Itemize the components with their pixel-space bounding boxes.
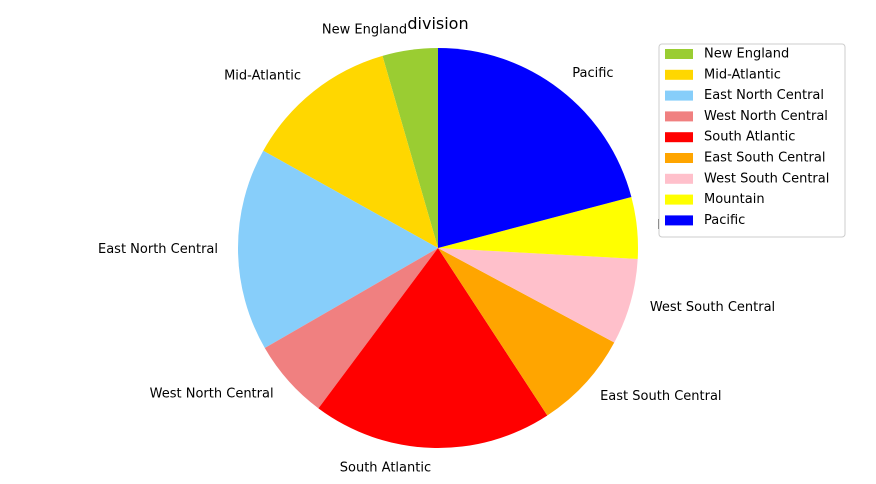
- legend-swatch-new-england: [665, 49, 693, 59]
- chart-title: division: [407, 14, 468, 33]
- slice-label-mid-atlantic: Mid-Atlantic: [224, 68, 301, 83]
- legend-label-mid-atlantic: Mid-Atlantic: [704, 67, 781, 82]
- legend-label-east-south-central: East South Central: [704, 151, 825, 166]
- pie-slice-pacific: [438, 47, 632, 249]
- pie-slices: [237, 47, 639, 448]
- pie-slice-east-north-central: [237, 150, 438, 348]
- legend-swatch-west-south-central: [665, 173, 693, 184]
- slice-label-south-atlantic: South Atlantic: [340, 460, 431, 475]
- legend-swatch-mountain: [665, 194, 693, 205]
- legend-swatch-south-atlantic: [665, 132, 693, 143]
- legend-swatch-east-south-central: [665, 153, 693, 163]
- legend-label-south-atlantic: South Atlantic: [704, 130, 795, 145]
- legend-label-mountain: Mountain: [704, 192, 765, 207]
- slice-label-west-north-central: West North Central: [150, 387, 274, 402]
- pie-slice-west-north-central: [264, 248, 438, 409]
- legend-swatch-east-north-central: [665, 90, 693, 101]
- legend-label-pacific: Pacific: [704, 213, 745, 228]
- slice-label-new-england: New England: [322, 23, 407, 38]
- slice-label-pacific: Pacific: [572, 66, 613, 81]
- pie-slice-east-south-central: [438, 248, 615, 416]
- pie-slice-new-england: [382, 48, 438, 248]
- slice-label-east-south-central: East South Central: [600, 389, 721, 404]
- legend-swatch-pacific: [665, 215, 693, 226]
- legend-swatch-mid-atlantic: [665, 69, 693, 80]
- legend-frame: [658, 43, 846, 238]
- pie-slice-mountain: [438, 196, 639, 259]
- legend-label-west-south-central: West South Central: [704, 171, 829, 186]
- pie-slice-mid-atlantic: [263, 55, 438, 248]
- pie-slice-south-atlantic: [318, 248, 548, 448]
- slice-label-west-south-central: West South Central: [650, 300, 775, 315]
- legend-label-west-north-central: West North Central: [704, 109, 828, 124]
- slice-label-east-north-central: East North Central: [98, 242, 218, 257]
- pie-slice-west-south-central: [438, 248, 638, 343]
- legend-label-east-north-central: East North Central: [704, 88, 824, 103]
- legend-swatch-west-north-central: [665, 111, 693, 122]
- legend: New England Mid-Atlantic East North Centra…: [658, 43, 846, 238]
- legend-label-new-england: New England: [704, 47, 789, 62]
